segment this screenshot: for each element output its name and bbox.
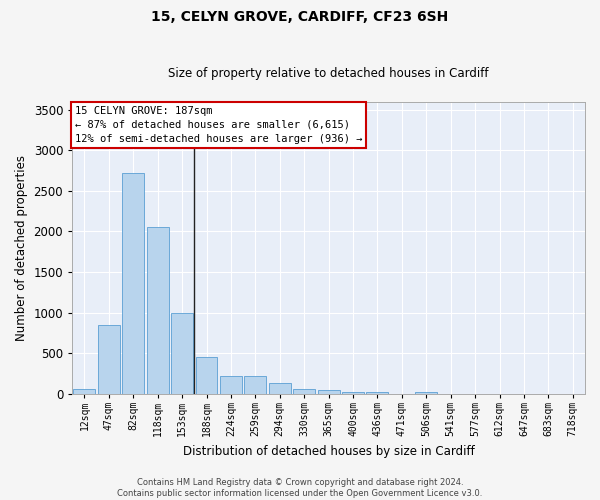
Bar bbox=[122, 173, 144, 394]
Bar bbox=[415, 392, 437, 394]
Bar bbox=[220, 376, 242, 394]
Y-axis label: Number of detached properties: Number of detached properties bbox=[15, 154, 28, 340]
Text: 15, CELYN GROVE, CARDIFF, CF23 6SH: 15, CELYN GROVE, CARDIFF, CF23 6SH bbox=[151, 10, 449, 24]
Bar bbox=[317, 390, 340, 394]
Text: Contains HM Land Registry data © Crown copyright and database right 2024.
Contai: Contains HM Land Registry data © Crown c… bbox=[118, 478, 482, 498]
Title: Size of property relative to detached houses in Cardiff: Size of property relative to detached ho… bbox=[169, 66, 489, 80]
X-axis label: Distribution of detached houses by size in Cardiff: Distribution of detached houses by size … bbox=[183, 444, 475, 458]
Text: 15 CELYN GROVE: 187sqm
← 87% of detached houses are smaller (6,615)
12% of semi-: 15 CELYN GROVE: 187sqm ← 87% of detached… bbox=[75, 106, 362, 144]
Bar bbox=[73, 389, 95, 394]
Bar bbox=[293, 389, 315, 394]
Bar bbox=[146, 226, 169, 394]
Bar bbox=[244, 376, 266, 394]
Bar bbox=[367, 392, 388, 394]
Bar bbox=[196, 358, 217, 394]
Bar bbox=[269, 383, 291, 394]
Bar bbox=[171, 312, 193, 394]
Bar bbox=[98, 325, 120, 394]
Bar bbox=[342, 392, 364, 394]
